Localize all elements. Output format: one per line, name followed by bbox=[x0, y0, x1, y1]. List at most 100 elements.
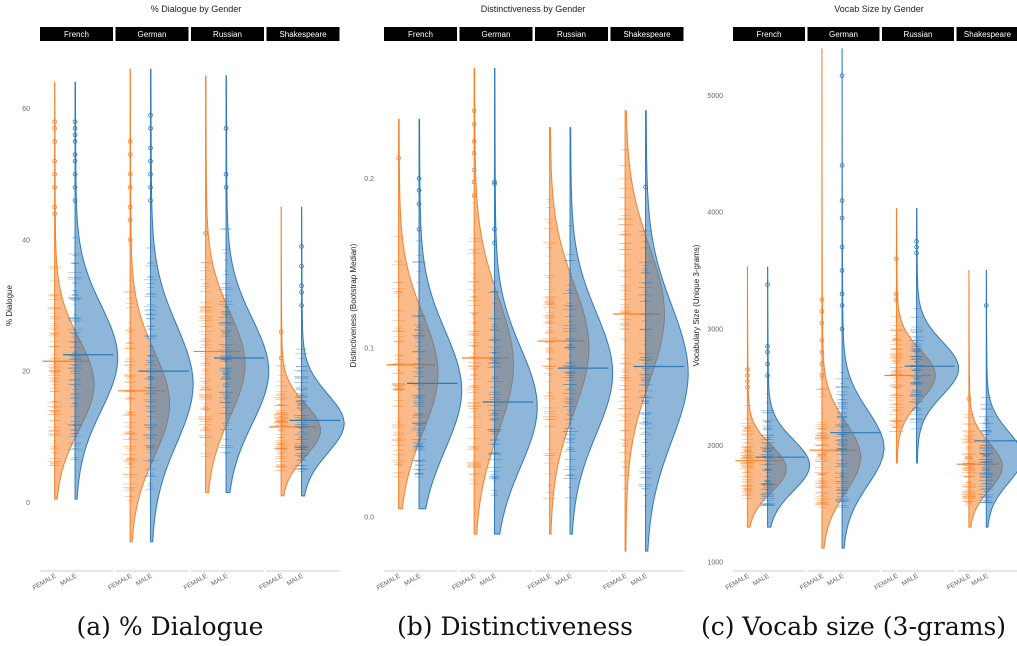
outlier-point bbox=[966, 396, 972, 402]
x-tick-label: MALE bbox=[135, 572, 154, 587]
x-tick-label: FEMALE bbox=[946, 572, 973, 591]
x-tick-label: FEMALE bbox=[527, 572, 554, 591]
density-area bbox=[985, 270, 1017, 528]
outlier-point bbox=[148, 126, 153, 131]
facet-strip bbox=[733, 27, 805, 41]
outlier-point bbox=[299, 263, 304, 269]
x-tick-label: FEMALE bbox=[799, 572, 826, 591]
violin-male: MALE bbox=[135, 68, 194, 588]
density-area bbox=[150, 68, 194, 543]
outlier-point bbox=[471, 138, 477, 144]
outlier-point bbox=[72, 158, 78, 164]
outlier-point bbox=[416, 226, 422, 232]
y-tick-label: 3000 bbox=[707, 326, 723, 333]
outlier-point bbox=[894, 291, 899, 297]
outlier-point bbox=[223, 185, 229, 190]
facet-label: French bbox=[757, 30, 782, 39]
outlier-point bbox=[52, 139, 57, 144]
y-tick-label: 20 bbox=[22, 369, 30, 376]
y-tick-label: 60 bbox=[22, 106, 30, 113]
density-area bbox=[301, 206, 345, 497]
outlier-point bbox=[839, 73, 845, 78]
outlier-point bbox=[148, 171, 153, 177]
outlier-point bbox=[839, 198, 845, 203]
outlier-point bbox=[471, 121, 477, 127]
outlier-point bbox=[894, 256, 899, 262]
x-tick-label: MALE bbox=[752, 572, 771, 587]
facet-label: Shakespeare bbox=[623, 30, 671, 39]
chart-title: Vocab Size by Gender bbox=[834, 4, 924, 14]
outlier-point bbox=[72, 171, 78, 177]
outlier-point bbox=[72, 152, 78, 157]
density-area bbox=[895, 208, 936, 464]
outlier-point bbox=[471, 193, 477, 198]
x-tick-label: MALE bbox=[826, 572, 845, 587]
outlier-point bbox=[471, 150, 477, 156]
x-tick-label: FEMALE bbox=[873, 572, 900, 591]
outlier-point bbox=[72, 132, 78, 138]
panel-russian: Russian FEMALE MALE bbox=[873, 27, 960, 592]
y-tick-label: 0.2 bbox=[364, 176, 374, 183]
chart-2: Distinctiveness by Gender Distinctiveness… bbox=[349, 4, 689, 592]
outlier-point bbox=[492, 226, 497, 232]
outlier-point bbox=[223, 171, 229, 177]
caption-c: (c) Vocab size (3-grams) bbox=[700, 612, 1007, 641]
outlier-point bbox=[52, 126, 57, 131]
density-area bbox=[916, 208, 960, 464]
facet-strip bbox=[191, 27, 264, 41]
outlier-point bbox=[914, 239, 919, 244]
chart-title: Distinctiveness by Gender bbox=[481, 4, 586, 14]
facet-label: Shakespeare bbox=[964, 30, 1012, 39]
outlier-point bbox=[148, 145, 153, 151]
facet-strip bbox=[266, 27, 340, 41]
facet-strip bbox=[610, 27, 684, 41]
outlier-point bbox=[148, 198, 153, 203]
facet-label: Russian bbox=[213, 30, 242, 39]
facet-label: Russian bbox=[904, 30, 933, 39]
outlier-point bbox=[52, 158, 57, 164]
outlier-point bbox=[416, 176, 422, 181]
x-tick-label: MALE bbox=[901, 572, 920, 587]
outlier-point bbox=[127, 185, 133, 190]
y-tick-label: 1000 bbox=[707, 560, 723, 567]
outlier-point bbox=[745, 379, 750, 384]
x-tick-label: FEMALE bbox=[32, 572, 59, 591]
x-tick-label: MALE bbox=[59, 572, 78, 587]
x-tick-label: FEMALE bbox=[183, 572, 210, 591]
outlier-point bbox=[72, 126, 78, 131]
panel-german: German FEMALE MALE bbox=[451, 27, 538, 592]
chart-3: Vocab Size by Gender Vocabulary Size (Uni… bbox=[692, 4, 1017, 592]
x-tick-label: FEMALE bbox=[602, 572, 629, 591]
violin-female: FEMALE bbox=[602, 110, 666, 592]
outlier-point bbox=[745, 373, 750, 378]
density-area bbox=[494, 67, 538, 535]
facet-strip bbox=[40, 27, 113, 41]
y-tick-label: 4000 bbox=[707, 210, 723, 217]
density-area bbox=[645, 110, 689, 552]
outlier-point bbox=[819, 338, 825, 343]
outlier-point bbox=[819, 309, 825, 314]
x-tick-label: FEMALE bbox=[107, 572, 134, 591]
x-tick-label: FEMALE bbox=[724, 572, 751, 591]
outlier-point bbox=[492, 240, 497, 246]
outlier-point bbox=[127, 139, 133, 144]
outlier-point bbox=[983, 303, 989, 308]
y-tick-label: 40 bbox=[22, 237, 30, 244]
outlier-point bbox=[914, 250, 919, 256]
panel-french: French FEMALE MALE bbox=[32, 27, 119, 592]
outlier-point bbox=[52, 119, 57, 125]
outlier-point bbox=[127, 237, 133, 243]
outlier-point bbox=[643, 184, 648, 190]
y-tick-label: 0.1 bbox=[364, 345, 374, 352]
outlier-point bbox=[72, 185, 78, 190]
outlier-point bbox=[127, 152, 133, 157]
facet-strip bbox=[535, 27, 608, 41]
outlier-point bbox=[471, 179, 477, 185]
x-tick-label: MALE bbox=[630, 572, 649, 587]
chart-title: % Dialogue by Gender bbox=[151, 4, 242, 14]
outlier-point bbox=[492, 179, 497, 185]
facet-strip bbox=[459, 27, 533, 41]
